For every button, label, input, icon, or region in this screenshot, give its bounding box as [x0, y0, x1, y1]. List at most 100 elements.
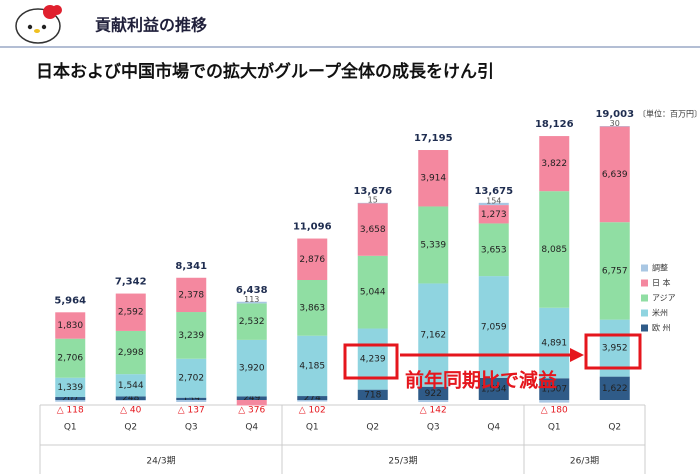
bar-segment	[297, 280, 328, 336]
value-label: 7,162	[420, 331, 446, 341]
value-label: △ 40	[120, 406, 142, 416]
bar-segment	[539, 400, 570, 403]
bar-segment	[236, 396, 267, 400]
group-label: 24/3期	[146, 456, 175, 467]
value-label: 3,952	[602, 344, 628, 354]
highlight-box	[584, 333, 642, 370]
bar-segment	[478, 205, 509, 224]
bar-segment	[599, 126, 630, 223]
bar-segment	[539, 191, 570, 308]
group-label: 25/3期	[388, 456, 417, 467]
bar-segment	[599, 376, 630, 400]
value-label: 5,044	[360, 288, 386, 298]
value-label: 154	[486, 196, 501, 205]
value-label: △ 376	[238, 406, 265, 416]
bar-segment	[115, 293, 146, 331]
total-label: 6,438	[236, 285, 268, 296]
bar-segment	[478, 276, 509, 378]
bar-segment	[297, 396, 328, 400]
legend-swatch	[641, 324, 648, 332]
legend-label: 欧 州	[652, 323, 671, 333]
total-label: 18,126	[535, 119, 574, 130]
value-label: 113	[244, 295, 259, 304]
value-label: 1,830	[57, 321, 83, 331]
value-label: 1,507	[541, 385, 567, 395]
bar-segment	[236, 301, 267, 304]
x-tick-label: Q2	[366, 423, 379, 433]
bar-segment	[418, 400, 449, 403]
bar-segment	[357, 203, 388, 256]
value-label: 5,339	[420, 240, 446, 250]
bar-segment	[357, 255, 388, 329]
value-label: 1,273	[481, 210, 507, 220]
bar-segment	[176, 277, 207, 313]
bar-segment	[115, 396, 146, 400]
value-label: 2,702	[178, 374, 204, 384]
bar-segment	[115, 400, 146, 401]
legend-label: 日 本	[652, 278, 671, 288]
bar-segment	[55, 312, 86, 339]
bar-segment	[236, 339, 267, 397]
total-label: 7,342	[115, 277, 147, 288]
value-label: 249	[243, 394, 260, 404]
value-label: 2,706	[57, 354, 83, 364]
bar-segment	[55, 397, 86, 400]
bar-segment	[539, 136, 570, 192]
bar-segment	[55, 377, 86, 398]
value-label: 4,185	[299, 361, 325, 371]
total-label: 17,195	[414, 133, 453, 144]
legend-swatch	[641, 279, 648, 287]
value-label: △ 102	[299, 406, 326, 416]
bar-segment	[55, 338, 86, 378]
arrow-head	[570, 348, 584, 362]
value-label: 6,757	[602, 266, 628, 276]
bar-segment	[176, 400, 207, 402]
bar-segment	[297, 335, 328, 397]
x-tick-label: Q1	[548, 423, 561, 433]
x-tick-label: Q3	[185, 423, 198, 433]
value-label: 2,378	[178, 290, 204, 300]
value-label: 6,639	[602, 170, 628, 180]
bar-segment	[478, 223, 509, 277]
bar-segment	[297, 400, 328, 402]
value-label: 3,658	[360, 225, 386, 235]
value-label: 3,863	[299, 303, 325, 313]
total-label: 13,676	[353, 186, 392, 197]
bar-segment	[418, 206, 449, 284]
bar-segment	[176, 397, 207, 400]
value-label: △ 118	[57, 406, 84, 416]
value-label: 4,891	[541, 339, 567, 349]
value-label: 8,085	[541, 245, 567, 255]
legend-label: アジア	[652, 294, 676, 303]
value-label: 3,920	[239, 364, 265, 374]
bar-segment	[357, 389, 388, 400]
value-label: 207	[62, 394, 79, 404]
value-label: 4,239	[360, 355, 386, 365]
bar-segment	[357, 202, 388, 204]
x-tick-label: Q3	[427, 423, 440, 433]
bar-segment	[418, 150, 449, 207]
bar-segment	[478, 377, 509, 400]
value-label: 2,592	[118, 308, 144, 318]
value-label: 718	[364, 390, 381, 400]
header-title: 貢献利益の推移	[95, 16, 207, 35]
x-tick-label: Q2	[124, 423, 137, 433]
highlight-box	[343, 343, 399, 380]
bar-segment	[115, 374, 146, 397]
annotation: 前年同期比で減益	[405, 369, 557, 392]
value-label: 1,544	[118, 381, 144, 391]
value-label: 1,534	[481, 384, 507, 394]
logo	[15, 5, 62, 44]
bar-segment	[539, 307, 570, 379]
bar-segment	[599, 222, 630, 320]
total-label: 5,964	[54, 295, 86, 306]
bar-segment	[55, 400, 86, 402]
value-label: 3,822	[541, 159, 567, 169]
bar-segment	[176, 358, 207, 398]
bar-segment	[418, 283, 449, 387]
x-tick-label: Q1	[306, 423, 319, 433]
value-label: 2,532	[239, 317, 265, 327]
value-label: 3,653	[481, 245, 507, 255]
value-label: 1,339	[57, 383, 83, 393]
